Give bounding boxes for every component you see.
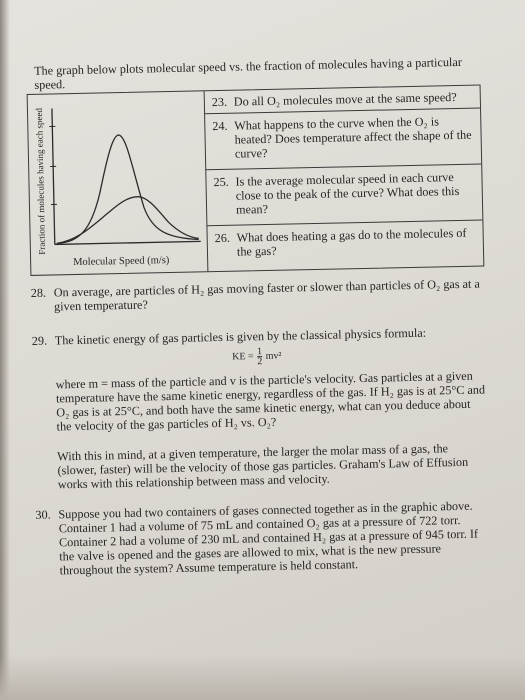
distribution-curves bbox=[49, 108, 201, 246]
box-divider bbox=[206, 219, 483, 227]
formula-lhs: KE = bbox=[232, 351, 254, 363]
question-number: 26. bbox=[214, 230, 231, 246]
formula-fraction: 1 2 bbox=[257, 346, 263, 368]
x-axis-line bbox=[54, 240, 201, 246]
box-divider bbox=[204, 107, 481, 115]
question-28: 28. On average, are particles of H₂ gas … bbox=[31, 276, 486, 314]
question-number: 30. bbox=[35, 507, 51, 522]
question-text: What happens to the curve when the O₂ is… bbox=[234, 114, 472, 161]
question-number: 29. bbox=[31, 333, 48, 348]
question-text: What does heating a gas do to the molecu… bbox=[236, 225, 467, 259]
question-30: 30. Suppose you had two containers of ga… bbox=[35, 498, 491, 578]
question-number: 23. bbox=[211, 94, 228, 110]
curve-low-temperature bbox=[56, 134, 199, 245]
question-text: Is the average molecular speed in each c… bbox=[235, 170, 460, 217]
curve-high-temperature bbox=[56, 196, 199, 245]
question-24: 24. What happens to the curve when the O… bbox=[212, 114, 475, 161]
question-29-explanation: where m = mass of the particle and v is … bbox=[55, 368, 486, 434]
box-divider bbox=[205, 163, 482, 171]
speed-distribution-graph: Fraction of molecules having each speed … bbox=[27, 91, 209, 275]
formula-denominator: 2 bbox=[257, 356, 263, 368]
kinetic-energy-formula: KE = 1 2 mv² bbox=[232, 346, 282, 368]
question-text: On average, are particles of H₂ gas movi… bbox=[53, 276, 480, 314]
question-text: Do all O₂ molecules move at the same spe… bbox=[233, 89, 457, 109]
question-text: Suppose you had two containers of gases … bbox=[58, 498, 479, 578]
question-number: 25. bbox=[213, 174, 229, 190]
question-29-followup: With this in mind, at a given temperatur… bbox=[57, 441, 469, 492]
x-axis-label: Molecular Speed (m/s) bbox=[73, 255, 170, 269]
page-edge-shadow bbox=[0, 0, 10, 700]
y-axis-line bbox=[51, 108, 56, 245]
question-25: 25. Is the average molecular speed in ea… bbox=[213, 170, 476, 217]
question-29: 29. The kinetic energy of gas particles … bbox=[32, 324, 487, 348]
graph-question-box: Fraction of molecules having each speed … bbox=[26, 84, 485, 276]
formula-rhs: mv² bbox=[265, 350, 282, 362]
question-23: 23. Do all O₂ molecules move at the same… bbox=[212, 90, 474, 109]
page-bottom-shadow bbox=[0, 655, 525, 700]
question-number: 24. bbox=[212, 118, 228, 134]
worksheet-content: The graph below plots molecular speed vs… bbox=[26, 54, 486, 577]
question-text: The kinetic energy of gas particles is g… bbox=[54, 325, 427, 348]
question-26: 26. What does heating a gas do to the mo… bbox=[215, 226, 478, 259]
question-number: 28. bbox=[30, 285, 47, 300]
